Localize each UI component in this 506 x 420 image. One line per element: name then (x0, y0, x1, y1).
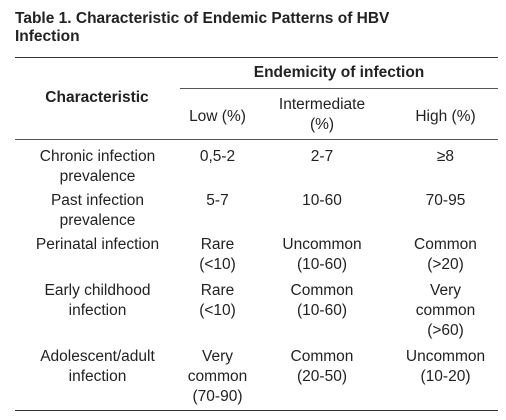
table-caption-line-2: Infection (15, 28, 80, 45)
row-0-high: ≥8 (436, 148, 455, 165)
row-2-low: Rare (<10) (199, 236, 236, 273)
header-bottom-rule (15, 139, 498, 140)
row-0-characteristic: Chronic infection prevalence (39, 148, 156, 185)
row-3-low: Rare (<10) (199, 282, 236, 319)
header-high: High (%) (415, 108, 476, 125)
table-caption-line-1: Table 1. Characteristic of Endemic Patte… (15, 10, 390, 27)
table-bottom-rule (15, 410, 498, 411)
header-low: Low (%) (189, 108, 246, 125)
header-endemicity-group: Endemicity of infection (253, 64, 425, 81)
row-0-intermediate: 2-7 (310, 148, 334, 165)
row-2-high: Common (>20) (414, 236, 477, 273)
row-4-high: Uncommon (10-20) (405, 348, 486, 385)
table-caption: Table 1. Characteristic of Endemic Patte… (15, 10, 495, 46)
row-4-characteristic: Adolescent/adult infection (40, 348, 155, 385)
row-1-characteristic: Past infection prevalence (50, 192, 145, 229)
header-intermediate: Intermediate (%) (278, 96, 366, 133)
row-1-intermediate: 10-60 (302, 192, 342, 209)
row-3-high: Very common (>60) (415, 282, 476, 339)
row-0-low: 0,5-2 (199, 148, 236, 165)
row-4-intermediate: Common (20-50) (290, 348, 354, 385)
row-3-intermediate: Common (10-60) (290, 282, 354, 319)
table-top-rule (15, 57, 498, 58)
row-2-characteristic: Perinatal infection (35, 236, 160, 253)
row-3-characteristic: Early childhood infection (44, 282, 151, 319)
header-characteristic: Characteristic (45, 89, 149, 106)
row-1-low: 5-7 (206, 192, 229, 209)
row-1-high: 70-95 (425, 192, 466, 209)
group-header-underline (180, 88, 498, 89)
row-4-low: Very common (70-90) (187, 348, 248, 405)
row-2-intermediate: Uncommon (10-60) (282, 236, 362, 273)
